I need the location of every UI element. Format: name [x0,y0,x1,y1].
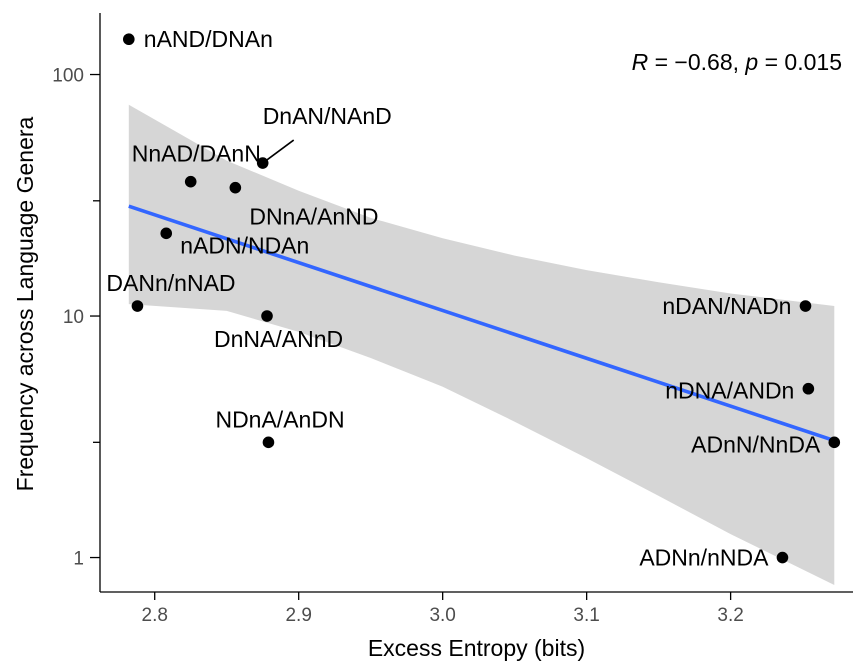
correlation-annotation: R = −0.68, p = 0.015 [632,49,842,75]
stat-value: = −0.68, [648,49,745,75]
confidence-band [128,104,835,585]
regression-line [128,204,835,443]
data-point [262,436,275,449]
data-point [799,300,812,312]
point-label: NnAD/DAnN [132,141,261,167]
data-points [122,33,841,564]
point-label: DANn/nNAD [106,270,235,296]
data-point [122,33,135,46]
point-label: nAND/DNAn [144,26,273,52]
y-tick-label: 100 [52,66,84,87]
point-label: DnNA/ANnD [214,326,343,352]
x-tick-label: 3.1 [573,605,599,626]
point-label: NDnA/AnDN [215,406,344,432]
point-label: DnAN/NAnD [263,103,392,129]
data-point [229,181,242,194]
x-tick-label: 3.2 [717,605,743,626]
y-tick-label: 10 [63,307,84,328]
point-label: nDNA/ANDn [665,378,794,404]
data-point [802,382,815,395]
x-tick-label: 3.0 [429,605,455,626]
point-label: nDAN/NADn [662,293,791,319]
point-label: nADN/NDAn [180,232,309,258]
x-tick-label: 2.8 [142,605,168,626]
fit-line-layer [128,204,835,443]
label-leader-line [262,139,295,164]
y-axis-title: Frequency across Language Genera [12,116,38,491]
data-point [131,300,144,312]
point-label: ADNn/nNDA [639,545,769,571]
data-point [828,436,841,449]
data-point [184,175,197,188]
axes: 2.8 2.9 3.0 3.1 3.2 1 10 100 [52,13,853,626]
confidence-band-layer [128,104,835,585]
y-tick-label: 1 [73,549,84,570]
data-point [776,551,789,564]
stat-value: = 0.015 [758,49,842,75]
data-point [160,227,173,240]
stat-symbol: p [744,49,758,75]
point-label: DNnA/AnND [249,204,378,230]
x-tick-label: 2.9 [285,605,311,626]
point-label: ADnN/NnDA [691,431,821,457]
data-point [261,310,273,322]
stat-symbol: R [632,49,649,75]
x-axis-title: Excess Entropy (bits) [368,635,585,661]
